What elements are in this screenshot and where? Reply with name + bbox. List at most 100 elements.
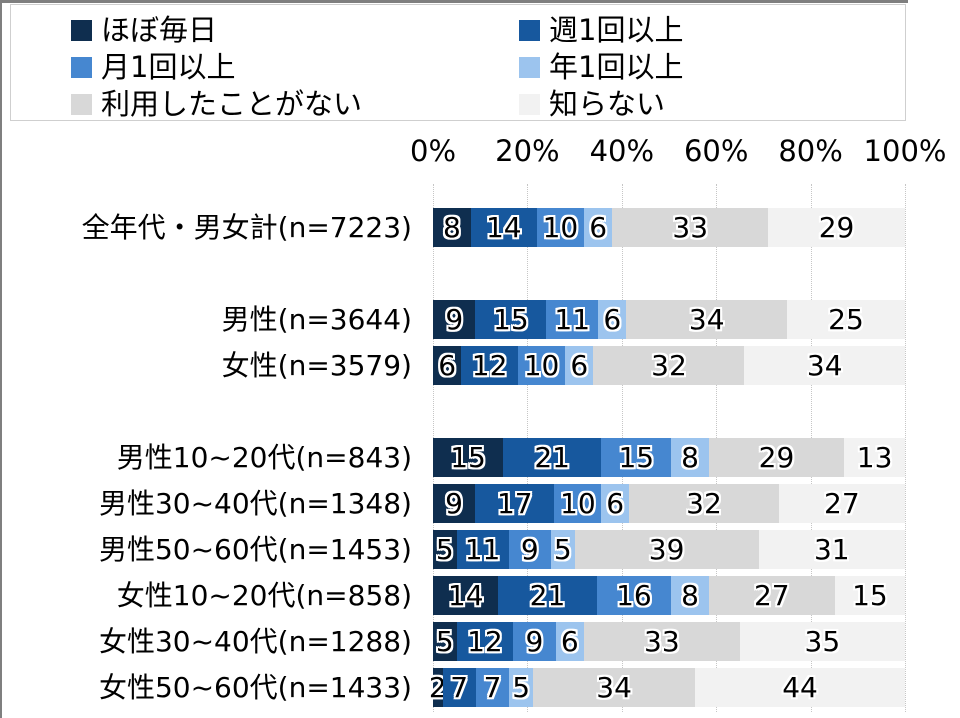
bar-segment: 31 [758, 530, 905, 569]
bar-segment: 10 [536, 208, 585, 247]
bar-segment: 15 [475, 300, 547, 339]
segment-value: 35 [804, 625, 841, 658]
segment-value: 9 [445, 303, 464, 336]
bar-segment: 12 [461, 346, 518, 385]
segment-value: 5 [512, 671, 531, 704]
bar-segment: 32 [629, 484, 779, 523]
segment-value: 34 [596, 671, 632, 704]
segment-value: 31 [813, 533, 850, 566]
bar-segment: 32 [593, 346, 745, 385]
segment-value: 33 [672, 211, 709, 244]
legend-item: 月1回以上 [71, 50, 235, 84]
gridline [905, 184, 906, 712]
segment-value: 10 [560, 487, 596, 520]
window-left-border [0, 0, 2, 718]
bar-segment: 8 [671, 438, 709, 477]
bar-segment: 9 [433, 300, 476, 339]
segment-value: 9 [525, 625, 544, 658]
legend-label: 月1回以上 [101, 50, 236, 84]
segment-value: 15 [493, 303, 529, 336]
segment-value: 25 [828, 303, 864, 336]
bar-segment: 11 [456, 530, 509, 569]
segment-value: 12 [467, 625, 503, 658]
bar-row: 8 14 10 6 33 29 [433, 208, 905, 247]
segment-value: 17 [496, 487, 533, 520]
segment-value: 9 [445, 487, 463, 520]
bar-segment: 7 [442, 668, 476, 707]
segment-value: 15 [450, 441, 486, 474]
bar-segment: 25 [786, 300, 905, 339]
x-tick-label: 100% [863, 134, 947, 168]
segment-value: 34 [806, 349, 843, 382]
bar-segment: 29 [708, 438, 845, 477]
bar-segment: 15 [834, 576, 905, 615]
bar-segment: 34 [533, 668, 696, 707]
bar-segment: 8 [671, 576, 709, 615]
segment-value: 5 [553, 533, 572, 566]
segment-value: 11 [554, 303, 591, 336]
segment-value: 44 [782, 671, 818, 704]
bar-row: 15 21 15 8 29 13 [433, 438, 905, 477]
segment-value: 39 [648, 533, 685, 566]
segment-value: 5 [435, 533, 454, 566]
row-label: 女性30~40代(n=1288) [98, 625, 412, 658]
bar-segment: 21 [498, 576, 597, 615]
segment-value: 27 [824, 487, 860, 520]
segment-value: 29 [818, 211, 855, 244]
bar-segment: 2 [429, 668, 447, 707]
segment-value: 27 [753, 579, 790, 612]
bar-segment: 10 [554, 484, 602, 523]
segment-value: 2 [428, 671, 447, 704]
segment-value: 16 [616, 579, 652, 612]
bar-segment: 15 [601, 438, 672, 477]
legend-label: 週1回以上 [549, 13, 684, 47]
segment-value: 5 [435, 625, 454, 658]
bar-segment: 33 [584, 622, 740, 661]
segment-value: 11 [464, 533, 501, 566]
bar-segment: 7 [475, 668, 510, 707]
segment-value: 10 [523, 349, 560, 382]
bar-segment: 6 [598, 300, 627, 339]
segment-value: 32 [651, 349, 687, 382]
segment-value: 6 [560, 625, 579, 658]
bar-segment: 21 [503, 438, 602, 477]
x-tick-label: 60% [683, 134, 749, 168]
segment-value: 7 [450, 671, 469, 704]
segment-value: 8 [442, 211, 461, 244]
bar-segment: 5 [433, 622, 457, 661]
segment-value: 7 [483, 671, 502, 704]
bar-segment: 9 [513, 622, 556, 661]
segment-value: 6 [589, 211, 608, 244]
window-top-border [0, 0, 908, 3]
segment-value: 15 [852, 579, 888, 612]
segment-value: 15 [618, 441, 655, 474]
segment-value: 12 [471, 349, 508, 382]
bar-segment: 6 [601, 484, 630, 523]
row-label: 男性10~20代(n=843) [116, 441, 412, 474]
bar-segment: 13 [844, 438, 905, 477]
segment-value: 33 [644, 625, 680, 658]
bar-row: 2 7 7 5 34 44 [429, 668, 905, 707]
segment-value: 8 [681, 441, 699, 474]
legend-swatch-icon [519, 93, 540, 115]
row-label: 全年代・男女計(n=7223) [81, 211, 412, 244]
bar-segment: 33 [612, 208, 769, 247]
legend-label: ほぼ毎日 [101, 13, 218, 47]
segment-value: 14 [447, 579, 484, 612]
bar-segment: 16 [596, 576, 672, 615]
bar-segment: 35 [739, 622, 905, 661]
segment-value: 21 [529, 579, 566, 612]
bar-segment: 14 [433, 576, 499, 615]
bar-row: 9 15 11 6 34 25 [433, 300, 905, 339]
bar-segment: 11 [546, 300, 599, 339]
legend-label: 知らない [549, 87, 666, 121]
segment-value: 6 [570, 349, 589, 382]
legend-item: 年1回以上 [519, 50, 683, 84]
legend-label: 利用したことがない [101, 87, 363, 121]
bar-segment: 8 [433, 208, 471, 247]
x-tick-label: 20% [495, 134, 560, 168]
legend-swatch-icon [519, 56, 540, 78]
bar-segment: 5 [509, 668, 534, 707]
bar-segment: 15 [433, 438, 504, 477]
legend-item: 知らない [519, 87, 665, 121]
